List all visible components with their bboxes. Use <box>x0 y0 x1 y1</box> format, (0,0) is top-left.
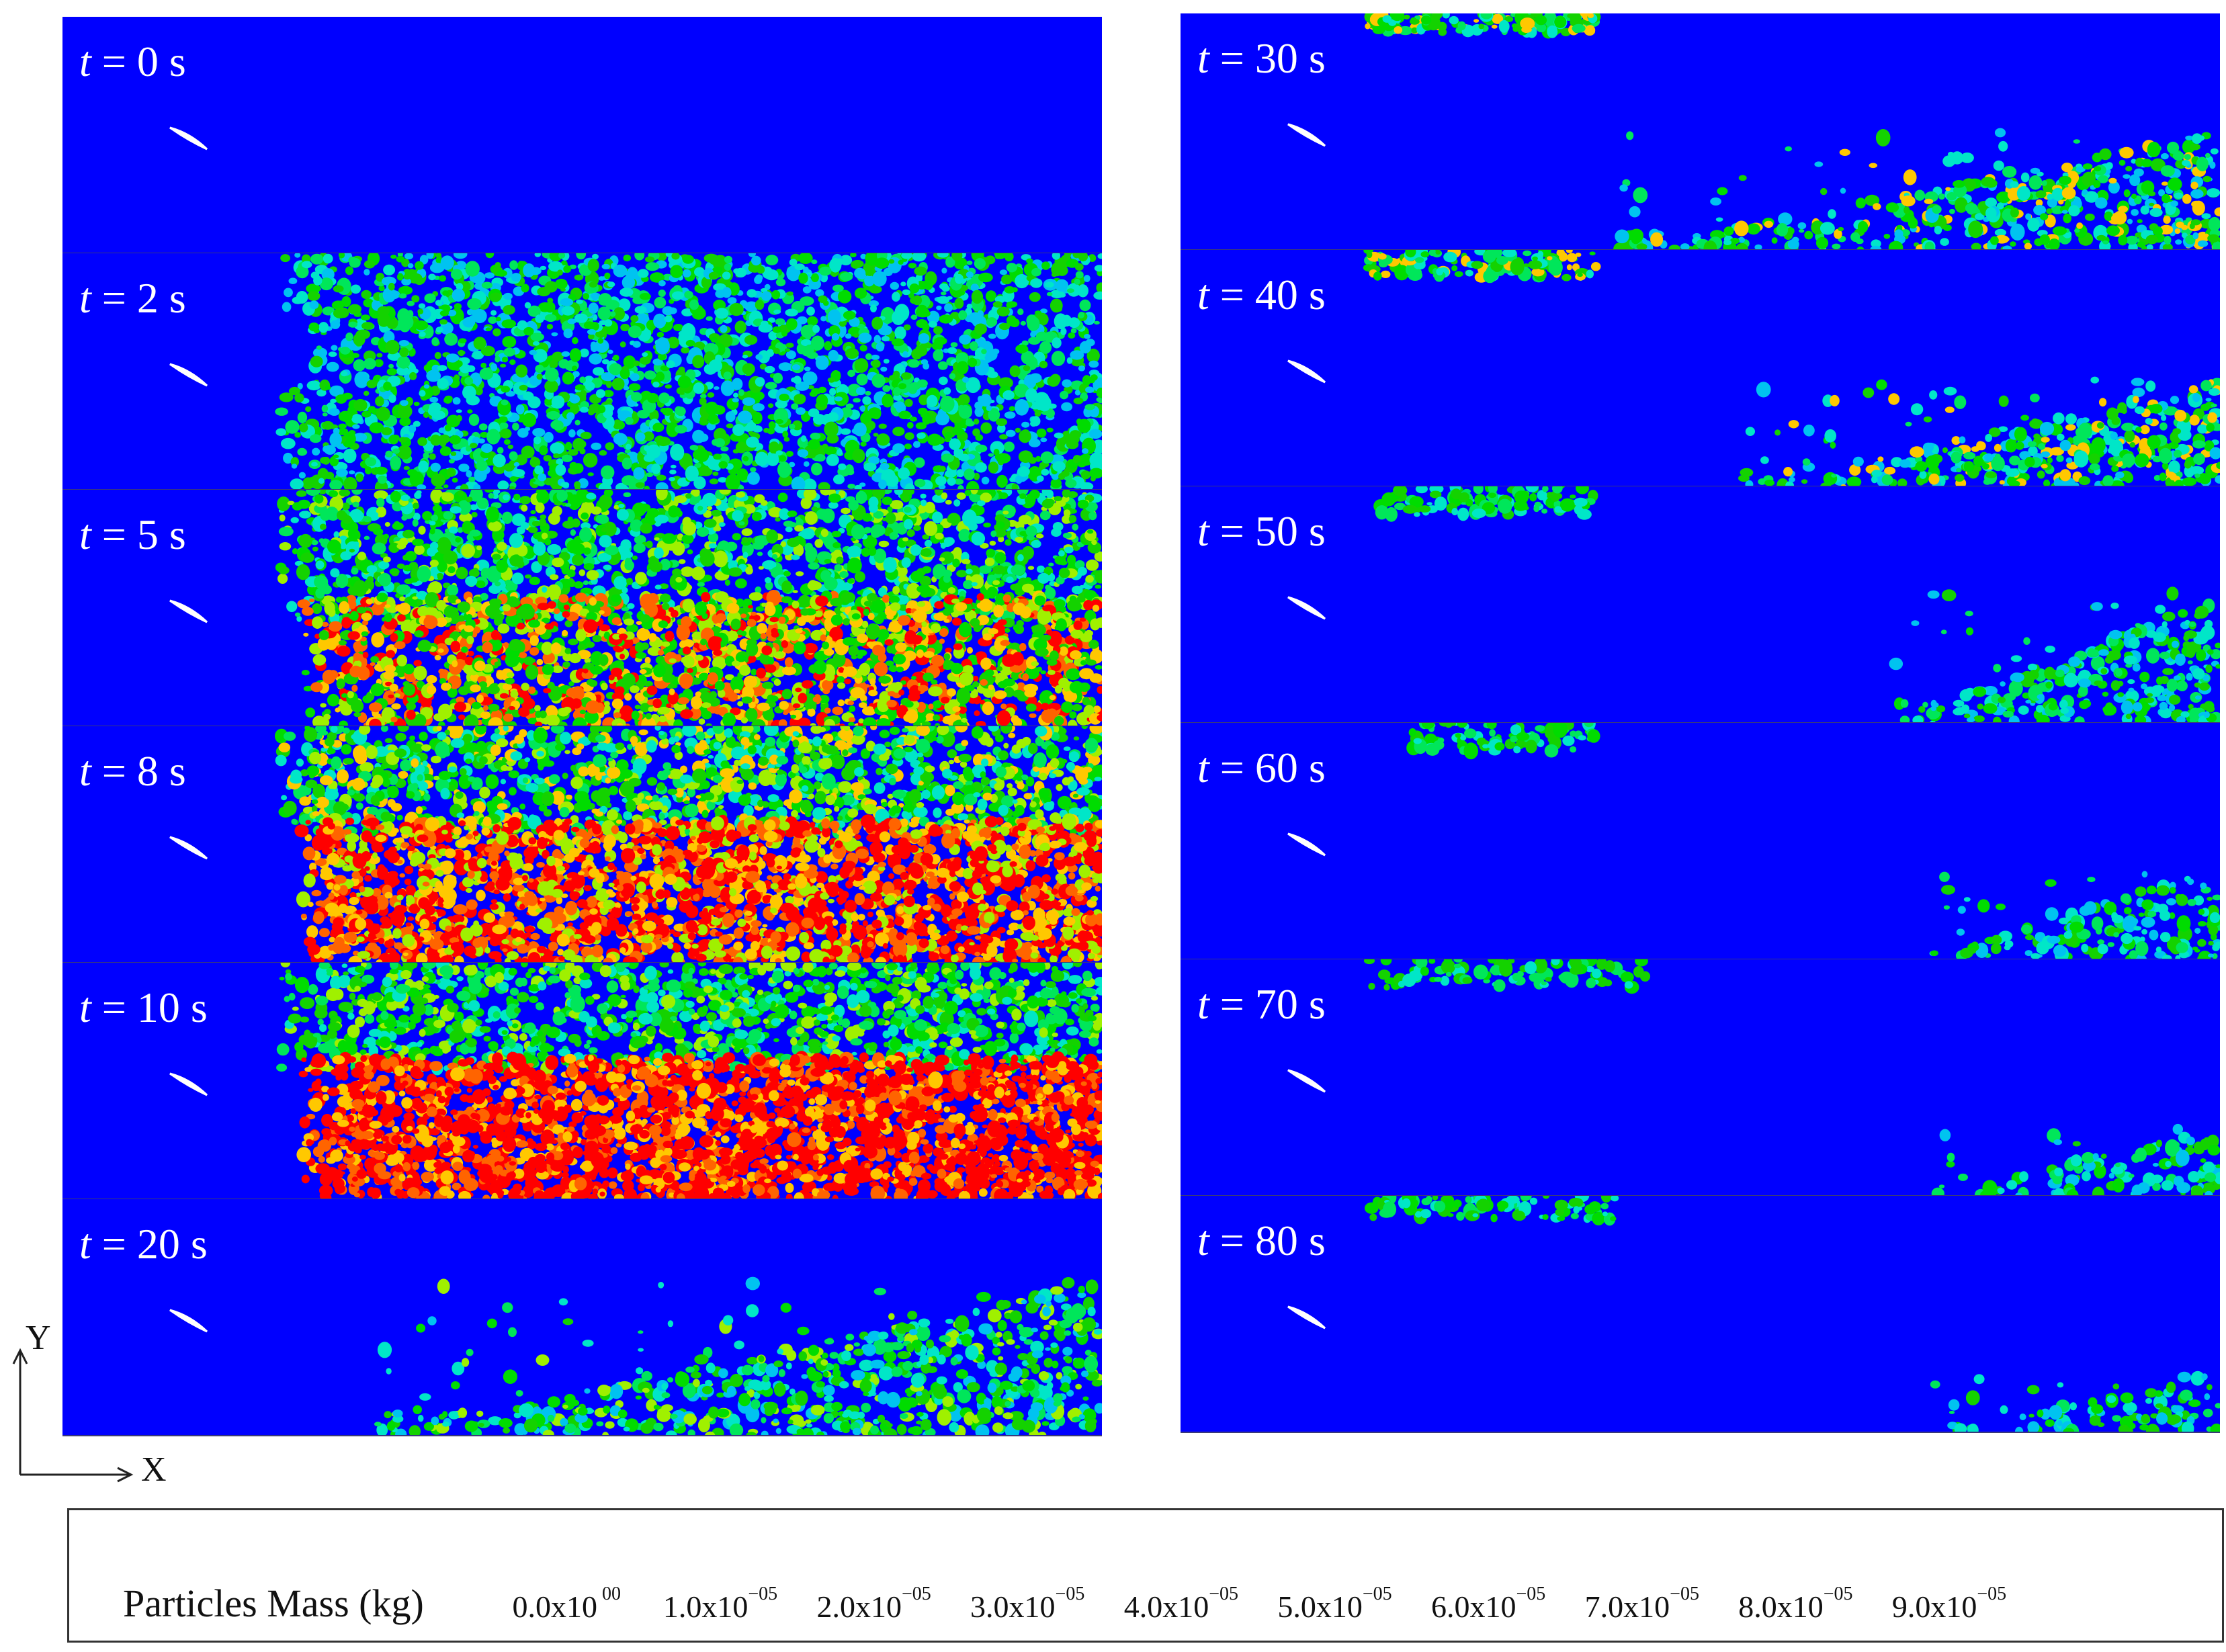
colorbar-tick-label: 7.0x10−05 <box>1584 1583 1699 1624</box>
particle-field <box>275 490 1102 726</box>
time-panel: t = 8 s <box>62 726 1102 963</box>
airfoil-blade <box>1287 596 1326 620</box>
particle-field <box>1364 13 2220 250</box>
time-label: t = 0 s <box>79 38 186 85</box>
panel-background <box>1181 959 2220 1196</box>
y-axis-arrowhead <box>12 1348 28 1364</box>
particle-field <box>276 963 1102 1199</box>
particle-field <box>1363 250 2220 486</box>
time-panel: t = 70 s <box>1181 959 2220 1197</box>
airfoil-blade <box>169 126 208 150</box>
panel-background <box>1181 250 2220 486</box>
airfoil-blade <box>169 363 208 387</box>
particle-field <box>1365 1196 2220 1432</box>
airfoil-blade <box>1287 359 1326 384</box>
time-label: t = 5 s <box>79 511 186 558</box>
colorbar-legend: Particles Mass (kg) 0.0x10 00 1.0x10−05 2.… <box>67 1508 2224 1643</box>
time-panel: t = 30 s <box>1181 13 2220 251</box>
colorbar-tick-label: 2.0x10−05 <box>816 1583 931 1624</box>
time-panel: t = 20 s <box>62 1199 1102 1436</box>
airfoil-blade <box>1287 1305 1326 1330</box>
time-panel: t = 40 s <box>1181 250 2220 487</box>
panel-background <box>1181 723 2220 959</box>
xy-axes <box>12 1348 134 1483</box>
panel-background <box>1181 486 2220 723</box>
airfoil-blade <box>1287 1069 1326 1093</box>
time-label: t = 80 s <box>1197 1217 1326 1264</box>
particle-field <box>1363 959 2220 1196</box>
panel-background <box>62 17 1102 253</box>
airfoil-blade <box>1287 832 1326 857</box>
airfoil-blade <box>169 599 208 623</box>
legend-title: Particles Mass (kg) <box>123 1581 424 1625</box>
colorbar-tick-label: 6.0x10−05 <box>1430 1583 1546 1624</box>
time-label: t = 60 s <box>1197 744 1326 791</box>
time-label: t = 40 s <box>1197 271 1326 318</box>
colorbar-tick-label: 8.0x10−05 <box>1738 1583 1853 1624</box>
time-label: t = 8 s <box>79 747 186 795</box>
airfoil-blade <box>1287 123 1326 147</box>
time-panel: t = 50 s <box>1181 486 2220 724</box>
time-panel: t = 80 s <box>1181 1196 2220 1433</box>
time-label: t = 2 s <box>79 274 186 322</box>
particle-field <box>1406 723 2220 959</box>
x-axis-arrowhead <box>117 1467 134 1483</box>
airfoil-blade <box>169 1309 208 1333</box>
panel-background <box>1181 13 2220 250</box>
airfoil-blade <box>169 836 208 860</box>
colorbar-tick-label: 5.0x10−05 <box>1277 1583 1392 1624</box>
particle-field <box>374 1276 1102 1436</box>
particle-field <box>275 726 1102 963</box>
colorbar-tick-label: 4.0x10−05 <box>1123 1583 1239 1624</box>
time-label: t = 50 s <box>1197 507 1326 555</box>
panel-background <box>1181 1196 2220 1432</box>
particle-field <box>1373 486 2220 723</box>
time-panel: t = 5 s <box>62 490 1102 727</box>
y-axis-label: Y <box>26 1319 51 1357</box>
time-panel: t = 60 s <box>1181 723 2220 960</box>
particle-field <box>275 253 1102 490</box>
time-panel: t = 2 s <box>62 253 1102 490</box>
time-panel: t = 0 s <box>62 17 1102 254</box>
time-label: t = 70 s <box>1197 980 1326 1028</box>
time-panel: t = 10 s <box>62 963 1102 1200</box>
time-label: t = 30 s <box>1197 34 1326 82</box>
airfoil-blade <box>169 1072 208 1096</box>
time-label: t = 10 s <box>79 984 208 1031</box>
x-axis-label: X <box>141 1450 167 1489</box>
colorbar-tick-label: 9.0x10−05 <box>1891 1583 2007 1624</box>
colorbar-tick-label: 3.0x10−05 <box>970 1583 1085 1624</box>
colorbar-tick-label: 0.0x10 00 <box>512 1583 622 1624</box>
colorbar-tick-label: 1.0x10−05 <box>662 1583 778 1624</box>
time-label: t = 20 s <box>79 1220 208 1268</box>
